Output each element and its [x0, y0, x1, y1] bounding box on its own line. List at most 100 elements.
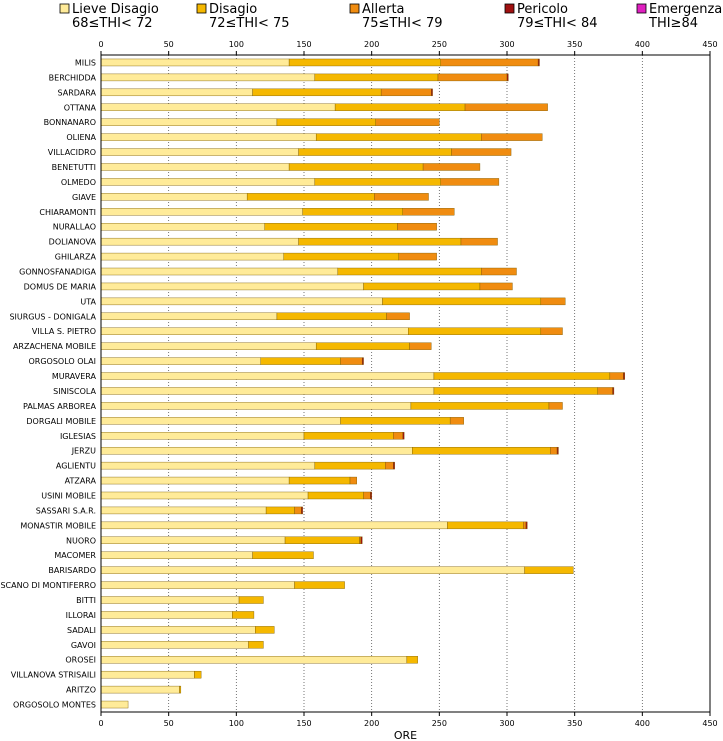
category-label: BERCHIDDA [49, 73, 97, 82]
bar-segment [359, 536, 362, 544]
x-tick-label-bottom: 450 [702, 719, 717, 728]
bar-segment [433, 372, 611, 380]
x-tick-label-top: 450 [702, 40, 717, 49]
category-label: MILIS [75, 58, 96, 67]
bar-segment [100, 521, 448, 530]
bar-segment [265, 506, 295, 515]
bar-segment [100, 282, 364, 291]
bar-segment [276, 312, 387, 321]
legend-swatch [59, 3, 70, 14]
category-labels: MILIS BERCHIDDA SARDARA OTTANA BONNANARO OLIE… [0, 58, 96, 709]
bar-segment [100, 372, 435, 380]
bar-segment [283, 252, 399, 261]
bar-segment [100, 581, 295, 589]
bar-segment [412, 446, 551, 455]
bar-segment [440, 58, 539, 67]
bar-segment [422, 163, 481, 171]
bar-segment [100, 566, 525, 574]
bar-segment [100, 223, 265, 231]
legend-range: 75≤THI< 79 [362, 16, 443, 31]
legend-range: 79≤THI< 84 [517, 16, 598, 31]
bar-segment [537, 58, 540, 67]
bar-segment [194, 670, 202, 679]
bar-segment [252, 551, 314, 559]
bar-segment [100, 506, 267, 515]
bar-segment [386, 312, 410, 321]
category-label: MONASTIR MOBILE [20, 521, 96, 530]
bar-segment [100, 237, 299, 246]
bar-segment [481, 267, 517, 276]
bar-segment [523, 521, 527, 530]
bar-segment [100, 700, 129, 709]
bar-segment [609, 372, 624, 380]
bar-segment [440, 178, 500, 186]
bar-segment [246, 193, 375, 201]
bar-segment [315, 342, 410, 350]
bar-segment [100, 432, 305, 440]
legend-swatch [196, 3, 207, 14]
bar-segment [437, 73, 508, 82]
bar-segment [100, 536, 286, 544]
category-label: ARITZO [66, 686, 96, 695]
legend-range: THI≥84 [648, 16, 698, 31]
x-tick-label-top: 200 [364, 40, 379, 49]
bar-segment [100, 73, 316, 82]
legend-name: Pericolo [517, 2, 568, 17]
bar-segment [340, 357, 363, 365]
bar-segment [337, 267, 482, 276]
bar-segment [431, 88, 433, 97]
bar-segment [260, 357, 341, 365]
bar-segment [540, 297, 566, 306]
bar-segment [370, 491, 372, 500]
bar-segment [314, 461, 386, 470]
bar-segment [334, 103, 466, 111]
category-label: OLIENA [66, 133, 96, 142]
bar-segment [100, 417, 341, 425]
x-tick-label-bottom: 350 [567, 719, 582, 728]
bar-segment [393, 461, 395, 470]
bar-segment [301, 506, 303, 515]
bar-segment [314, 178, 441, 186]
bar-segment [100, 267, 339, 276]
bar-segment [447, 521, 524, 530]
bar-segment [288, 58, 441, 67]
bar-segment [451, 148, 512, 156]
category-label: GIAVE [72, 193, 96, 202]
legend-name: Lieve Disagio [72, 2, 159, 17]
bar-segment [288, 476, 351, 485]
bar-segment [464, 103, 548, 111]
bar-segment [375, 118, 440, 126]
category-label: VILLANOVA STRISAILI [11, 671, 96, 680]
bar-segment [612, 387, 615, 395]
x-tick-label-bottom: 300 [499, 719, 514, 728]
bar-segment [298, 148, 452, 156]
bar-segment [100, 387, 435, 395]
category-label: JERZU [71, 447, 96, 456]
category-label: AGLIENTU [56, 462, 96, 471]
category-label: MURAVERA [52, 372, 97, 381]
bar-segment [363, 282, 481, 291]
bar-segment [100, 641, 249, 649]
bar-segment [100, 103, 336, 111]
bar-segment [100, 193, 248, 201]
bar-segment [100, 252, 284, 261]
bar-segment [550, 446, 558, 455]
bar-segment [252, 88, 382, 97]
bar-segment [100, 446, 413, 455]
category-label: ILLORAI [66, 611, 96, 620]
category-label: GAVOI [71, 641, 96, 650]
category-label: SASSARI S.A.R. [36, 506, 96, 515]
bar-segment [100, 476, 290, 485]
x-tick-label-bottom: 250 [432, 719, 447, 728]
bar-segment [314, 73, 439, 82]
legend-range: 68≤THI< 72 [72, 16, 153, 31]
bar-segment [288, 163, 424, 171]
x-tick-label-bottom: 150 [296, 719, 311, 728]
legend-range: 72≤THI< 75 [209, 16, 290, 31]
category-label: UTA [80, 297, 96, 306]
bar-segment [100, 327, 409, 335]
x-tick-label-bottom: 400 [635, 719, 650, 728]
legend-name: Emergenza [649, 2, 722, 17]
x-tick-label-top: 0 [98, 40, 103, 49]
category-label: PALMAS ARBOREA [23, 402, 97, 411]
